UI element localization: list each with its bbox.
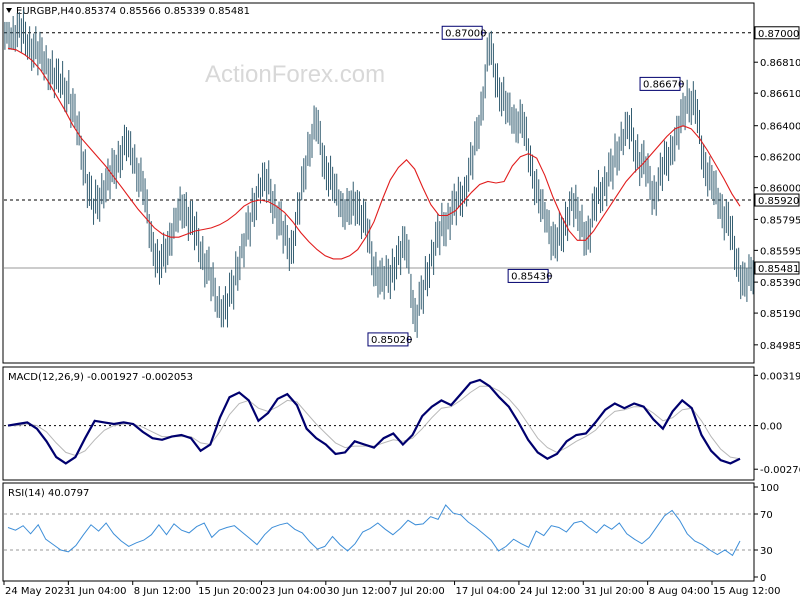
price-marker-label: 0.85920 — [758, 196, 799, 207]
price-panel — [2, 2, 755, 364]
time-label: 8 Jun 12:00 — [134, 586, 191, 597]
time-label: 8 Aug 04:00 — [649, 586, 710, 597]
price-axis: 0.86810 0.86610 0.86400 0.86200 0.86000 0.857… — [754, 26, 800, 352]
price-tick-label: 0.86610 — [760, 89, 800, 100]
macd-lines — [4, 378, 752, 465]
moving-average — [7, 47, 741, 260]
annotation-label: 0.85430 — [511, 271, 552, 282]
chart-title: EURGBP,H4 — [16, 6, 74, 17]
time-label: 15 Jun 20:00 — [198, 586, 262, 597]
annotation-box — [507, 268, 549, 283]
price-bars — [4, 9, 754, 338]
triangle-down-icon[interactable] — [6, 8, 12, 13]
time-label: 24 May 2023 — [5, 586, 70, 597]
macd-axis: 0.00319 0.00 -0.002769 — [754, 371, 800, 476]
rsi-axis: 100 70 30 0 — [754, 483, 779, 584]
price-tick-label: 0.84985 — [760, 341, 800, 352]
price-annotations: 0.87000 0.86670 0.85430 0.85020 — [367, 25, 684, 347]
rsi-title: RSI(14) 40.0797 — [8, 488, 89, 499]
annotation-label: 0.85020 — [371, 335, 412, 346]
rsi-tick-label: 0 — [760, 573, 766, 584]
rsi-tick-label: 70 — [760, 510, 773, 521]
price-marker-box — [754, 261, 800, 275]
macd-title: MACD(12,26,9) -0.001927 -0.002053 — [8, 372, 193, 383]
time-label: 23 Jun 04:00 — [262, 586, 326, 597]
time-label: 15 Aug 12:00 — [713, 586, 780, 597]
time-axis: 24 May 2023 1 Jun 04:00 8 Jun 12:00 15 Jun … — [3, 581, 780, 597]
time-label: 7 Jul 20:00 — [391, 586, 445, 597]
price-tick-label: 0.85795 — [760, 215, 800, 226]
rsi-tick-label: 30 — [760, 546, 773, 557]
price-tick-label: 0.86200 — [760, 153, 800, 164]
price-tick-label: 0.86000 — [760, 184, 800, 195]
annotation-label: 0.86670 — [643, 79, 684, 90]
price-marker-box — [754, 26, 800, 40]
annotation-box — [639, 76, 681, 91]
rsi-line — [7, 504, 741, 557]
ma-line — [7, 47, 741, 260]
rsi-tick-label: 100 — [760, 483, 779, 494]
time-label: 30 Jun 12:00 — [327, 586, 391, 597]
price-tick-label: 0.85190 — [760, 309, 800, 320]
annotation-box — [367, 332, 409, 347]
rsi-lines — [4, 504, 752, 557]
annotation-box — [441, 25, 483, 40]
time-label: 24 Jul 12:00 — [520, 586, 580, 597]
macd-panel — [2, 366, 755, 481]
ohlc-readout: 0.85374 0.85566 0.85339 0.85481 — [75, 6, 250, 17]
price-tick-label: 0.86400 — [760, 122, 800, 133]
annotation-label: 0.87000 — [445, 28, 486, 39]
price-marker-box — [754, 193, 800, 207]
price-tick-label: 0.85595 — [760, 246, 800, 257]
macd-tick-label: 0.00 — [760, 422, 782, 433]
macd-tick-label: -0.002769 — [760, 465, 800, 476]
macd-tick-label: 0.00319 — [760, 371, 800, 382]
price-marker-label: 0.87000 — [758, 29, 799, 40]
watermark: ActionForex.com — [205, 61, 385, 88]
time-label: 17 Jul 04:00 — [456, 586, 516, 597]
price-marker-label: 0.85481 — [758, 264, 799, 275]
rsi-panel — [2, 482, 755, 582]
price-tick-label: 0.85390 — [760, 278, 800, 289]
price-tick-label: 0.86810 — [760, 58, 800, 69]
time-label: 31 Jul 20:00 — [584, 586, 644, 597]
macd-line — [7, 378, 741, 465]
time-label: 1 Jun 04:00 — [69, 586, 126, 597]
